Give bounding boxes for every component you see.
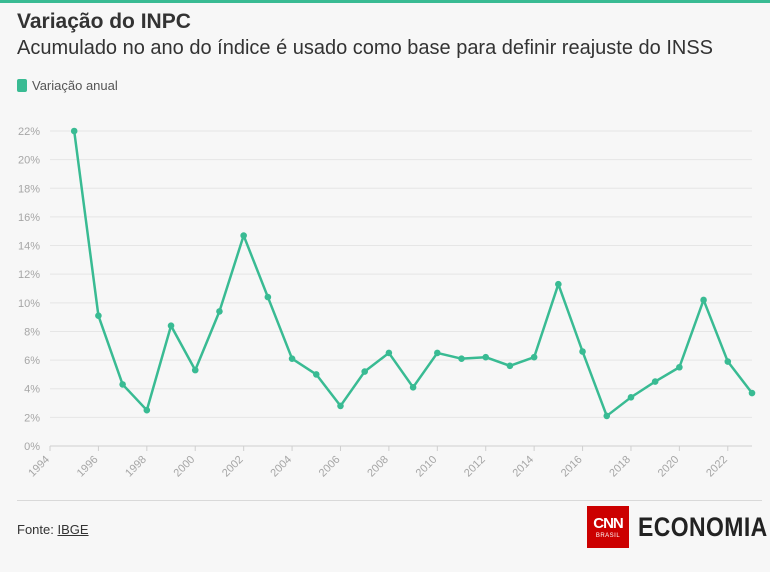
top-accent-rule xyxy=(0,0,770,3)
x-tick-label: 2000 xyxy=(172,454,198,480)
data-point xyxy=(458,355,465,362)
source-link[interactable]: IBGE xyxy=(57,522,89,537)
x-tick-label: 2018 xyxy=(607,454,633,480)
x-tick-label: 2010 xyxy=(414,454,440,480)
x-tick-label: 2006 xyxy=(317,454,343,480)
x-tick-label: 2004 xyxy=(268,454,294,480)
legend: Variação anual xyxy=(17,78,118,93)
data-point xyxy=(555,280,562,288)
data-point xyxy=(651,378,659,385)
data-point xyxy=(482,353,490,361)
data-point xyxy=(337,402,344,410)
data-point xyxy=(216,308,223,315)
legend-swatch xyxy=(17,79,27,92)
data-point xyxy=(70,127,78,135)
cnn-logo-subtext: BRASIL xyxy=(595,532,621,539)
y-tick-label: 2% xyxy=(24,412,40,424)
x-tick-label: 1998 xyxy=(123,454,149,480)
data-point xyxy=(748,389,756,397)
data-point xyxy=(191,366,199,374)
footer-divider xyxy=(17,500,762,501)
data-point xyxy=(264,293,272,301)
legend-label: Variação anual xyxy=(32,78,118,93)
line-chart: 0% 2% 4% 6% 8% 10% 12% 14% 16% 18% 20% 22% 1994 1996 1… xyxy=(18,126,756,480)
data-point xyxy=(143,406,151,414)
cnn-economia-logo: CNN BRASIL ECONOMIA xyxy=(587,506,770,548)
x-tick-label: 2008 xyxy=(365,454,391,480)
economia-logo-text: ECONOMIA xyxy=(638,511,768,542)
series-line xyxy=(72,129,754,418)
data-point xyxy=(506,362,514,370)
x-tick-label: 2014 xyxy=(510,454,536,480)
x-tick-label: 2002 xyxy=(220,454,246,480)
data-point xyxy=(700,296,707,304)
data-point xyxy=(385,349,393,357)
y-tick-label: 0% xyxy=(24,441,40,453)
cnn-brasil-logo: CNN BRASIL xyxy=(587,506,629,548)
data-point xyxy=(95,312,102,320)
x-tick-label: 1994 xyxy=(26,454,52,480)
data-point xyxy=(240,232,247,239)
source-prefix: Fonte: xyxy=(17,522,58,537)
y-tick-label: 18% xyxy=(18,183,40,195)
y-tick-label: 8% xyxy=(24,326,40,338)
y-tick-label: 22% xyxy=(18,126,40,138)
y-tick-label: 4% xyxy=(24,384,40,396)
chart-subtitle: Acumulado no ano do índice é usado como … xyxy=(17,37,713,59)
data-point xyxy=(603,412,611,420)
y-tick-label: 12% xyxy=(18,269,40,281)
data-point xyxy=(627,394,635,401)
data-point xyxy=(579,348,586,355)
chart-title: Variação do INPC xyxy=(17,10,191,33)
data-point xyxy=(434,349,441,357)
data-point xyxy=(724,358,732,365)
x-tick-label: 2022 xyxy=(704,454,730,480)
data-point xyxy=(409,383,417,391)
y-tick-label: 10% xyxy=(18,298,40,310)
data-point xyxy=(361,368,368,375)
data-point xyxy=(530,353,538,361)
x-tick-label: 2012 xyxy=(462,454,488,480)
y-tick-label: 6% xyxy=(24,355,40,367)
data-point xyxy=(119,381,126,388)
y-tick-label: 20% xyxy=(18,155,40,167)
x-tick-label: 2016 xyxy=(559,454,585,480)
x-tick-label: 1996 xyxy=(75,454,101,480)
cnn-logo-text: CNN xyxy=(593,514,623,532)
source-note: Fonte: IBGE xyxy=(17,522,89,537)
data-point xyxy=(312,371,320,378)
y-tick-label: 16% xyxy=(18,212,40,224)
data-point xyxy=(167,322,175,330)
data-point xyxy=(288,355,296,362)
x-tick-label: 2020 xyxy=(656,454,682,480)
y-tick-label: 14% xyxy=(18,241,40,253)
data-point xyxy=(676,363,683,371)
